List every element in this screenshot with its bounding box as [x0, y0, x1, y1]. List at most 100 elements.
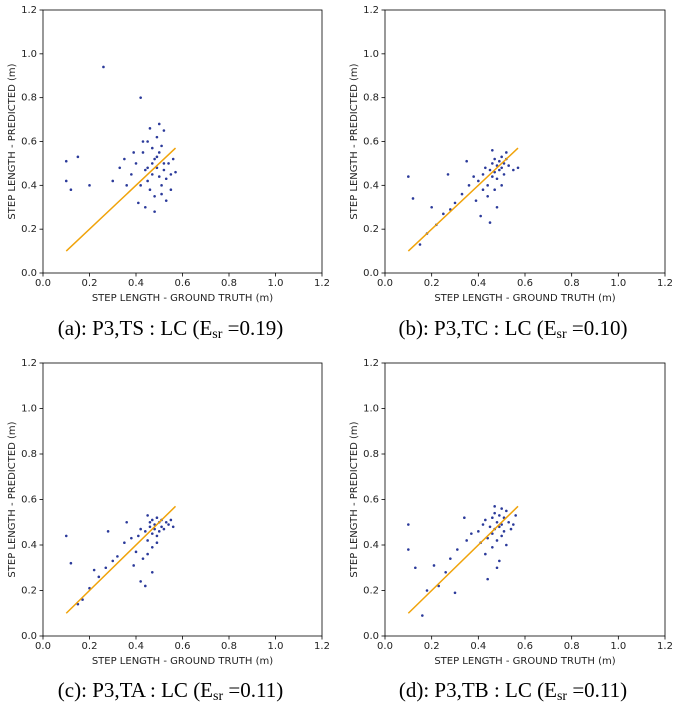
point [491, 516, 494, 519]
point [157, 530, 161, 533]
point [146, 552, 149, 556]
y-tick-label: 0.6 [21, 137, 37, 148]
caption-text: =0.11) [567, 678, 627, 702]
point [477, 530, 480, 533]
y-tick-label: 0.0 [363, 268, 379, 279]
point [514, 514, 517, 517]
y-tick-label: 0.8 [21, 449, 37, 460]
y-tick-label: 0.8 [363, 93, 379, 104]
point [467, 184, 471, 187]
point [502, 173, 506, 176]
x-tick-label: 1.0 [610, 278, 626, 289]
x-tick-label: 0.0 [35, 278, 51, 289]
point [491, 162, 494, 165]
point [500, 534, 503, 538]
point [160, 192, 163, 196]
point [491, 148, 494, 152]
point [465, 159, 468, 163]
point [484, 166, 487, 170]
point [512, 523, 515, 526]
point [104, 566, 108, 570]
point [495, 205, 499, 209]
caption-text: (a): P3,TS : LC (E [58, 316, 213, 340]
point [150, 545, 154, 549]
y-tick-label: 0.6 [363, 495, 379, 506]
point [500, 184, 503, 187]
point [484, 552, 487, 556]
point [157, 175, 161, 178]
point [432, 564, 436, 567]
point [411, 197, 415, 200]
y-tick-label: 0.8 [21, 93, 37, 104]
point [162, 527, 166, 531]
point [481, 188, 485, 192]
caption-text: (d): P3,TB : LC (E [399, 678, 557, 702]
x-tick-label: 1.0 [268, 278, 284, 289]
x-tick-label: 1.0 [268, 641, 284, 652]
point [407, 175, 410, 178]
y-tick-label: 0.0 [363, 631, 379, 642]
y-axis-label: STEP LENGTH - PREDICTED (m) [7, 63, 18, 219]
x-tick-label: 0.6 [175, 641, 191, 652]
point [153, 194, 156, 198]
y-tick-label: 1.0 [21, 49, 37, 60]
caption-text: =0.11) [223, 678, 283, 702]
point [491, 545, 494, 549]
caption: (d): P3,TB : LC (Esr =0.11) [399, 678, 627, 704]
y-axis-label: STEP LENGTH - PREDICTED (m) [7, 421, 18, 577]
x-tick-label: 0.0 [377, 278, 393, 289]
point [479, 214, 482, 218]
point [407, 523, 410, 526]
point [500, 507, 503, 510]
y-axis-label: STEP LENGTH - PREDICTED (m) [349, 63, 360, 219]
point [139, 96, 142, 99]
point [509, 527, 513, 531]
point [102, 65, 105, 69]
caption: (c): P3,TA : LC (Esr =0.11) [58, 678, 283, 704]
y-tick-label: 0.8 [363, 449, 379, 460]
point [500, 155, 503, 159]
point [64, 179, 68, 183]
point [488, 168, 492, 172]
point [155, 135, 159, 139]
point [69, 561, 73, 565]
point [495, 177, 499, 181]
point [495, 539, 499, 542]
x-tick-label: 0.4 [128, 278, 144, 289]
y-tick-label: 1.0 [363, 404, 379, 415]
point [465, 539, 468, 542]
caption-subscript: sr [557, 689, 567, 704]
y-tick-label: 1.0 [21, 404, 37, 415]
y-tick-label: 0.4 [21, 180, 37, 191]
point [167, 162, 170, 165]
point [130, 536, 133, 540]
point [430, 205, 433, 209]
point [150, 173, 154, 176]
point [160, 525, 163, 529]
point [116, 555, 119, 558]
point [486, 184, 489, 187]
point [512, 168, 515, 172]
x-axis-label: STEP LENGTH - GROUND TRUTH (m) [434, 656, 615, 667]
point [92, 568, 96, 572]
point [64, 534, 68, 538]
point [111, 559, 115, 563]
point [486, 194, 489, 198]
point [507, 520, 510, 524]
point [414, 566, 417, 570]
y-tick-label: 0.4 [363, 540, 379, 551]
x-tick-label: 1.2 [657, 641, 673, 652]
point [157, 122, 161, 126]
point [148, 525, 152, 529]
point [160, 184, 163, 187]
caption-text: (b): P3,TC : LC (E [398, 316, 556, 340]
y-tick-label: 1.2 [21, 5, 37, 16]
y-tick-label: 0.6 [363, 137, 379, 148]
point [171, 525, 175, 529]
point [146, 166, 149, 170]
x-axis-label: STEP LENGTH - GROUND TRUTH (m) [434, 293, 615, 304]
point [453, 591, 457, 595]
point [162, 129, 166, 132]
point [134, 550, 138, 554]
